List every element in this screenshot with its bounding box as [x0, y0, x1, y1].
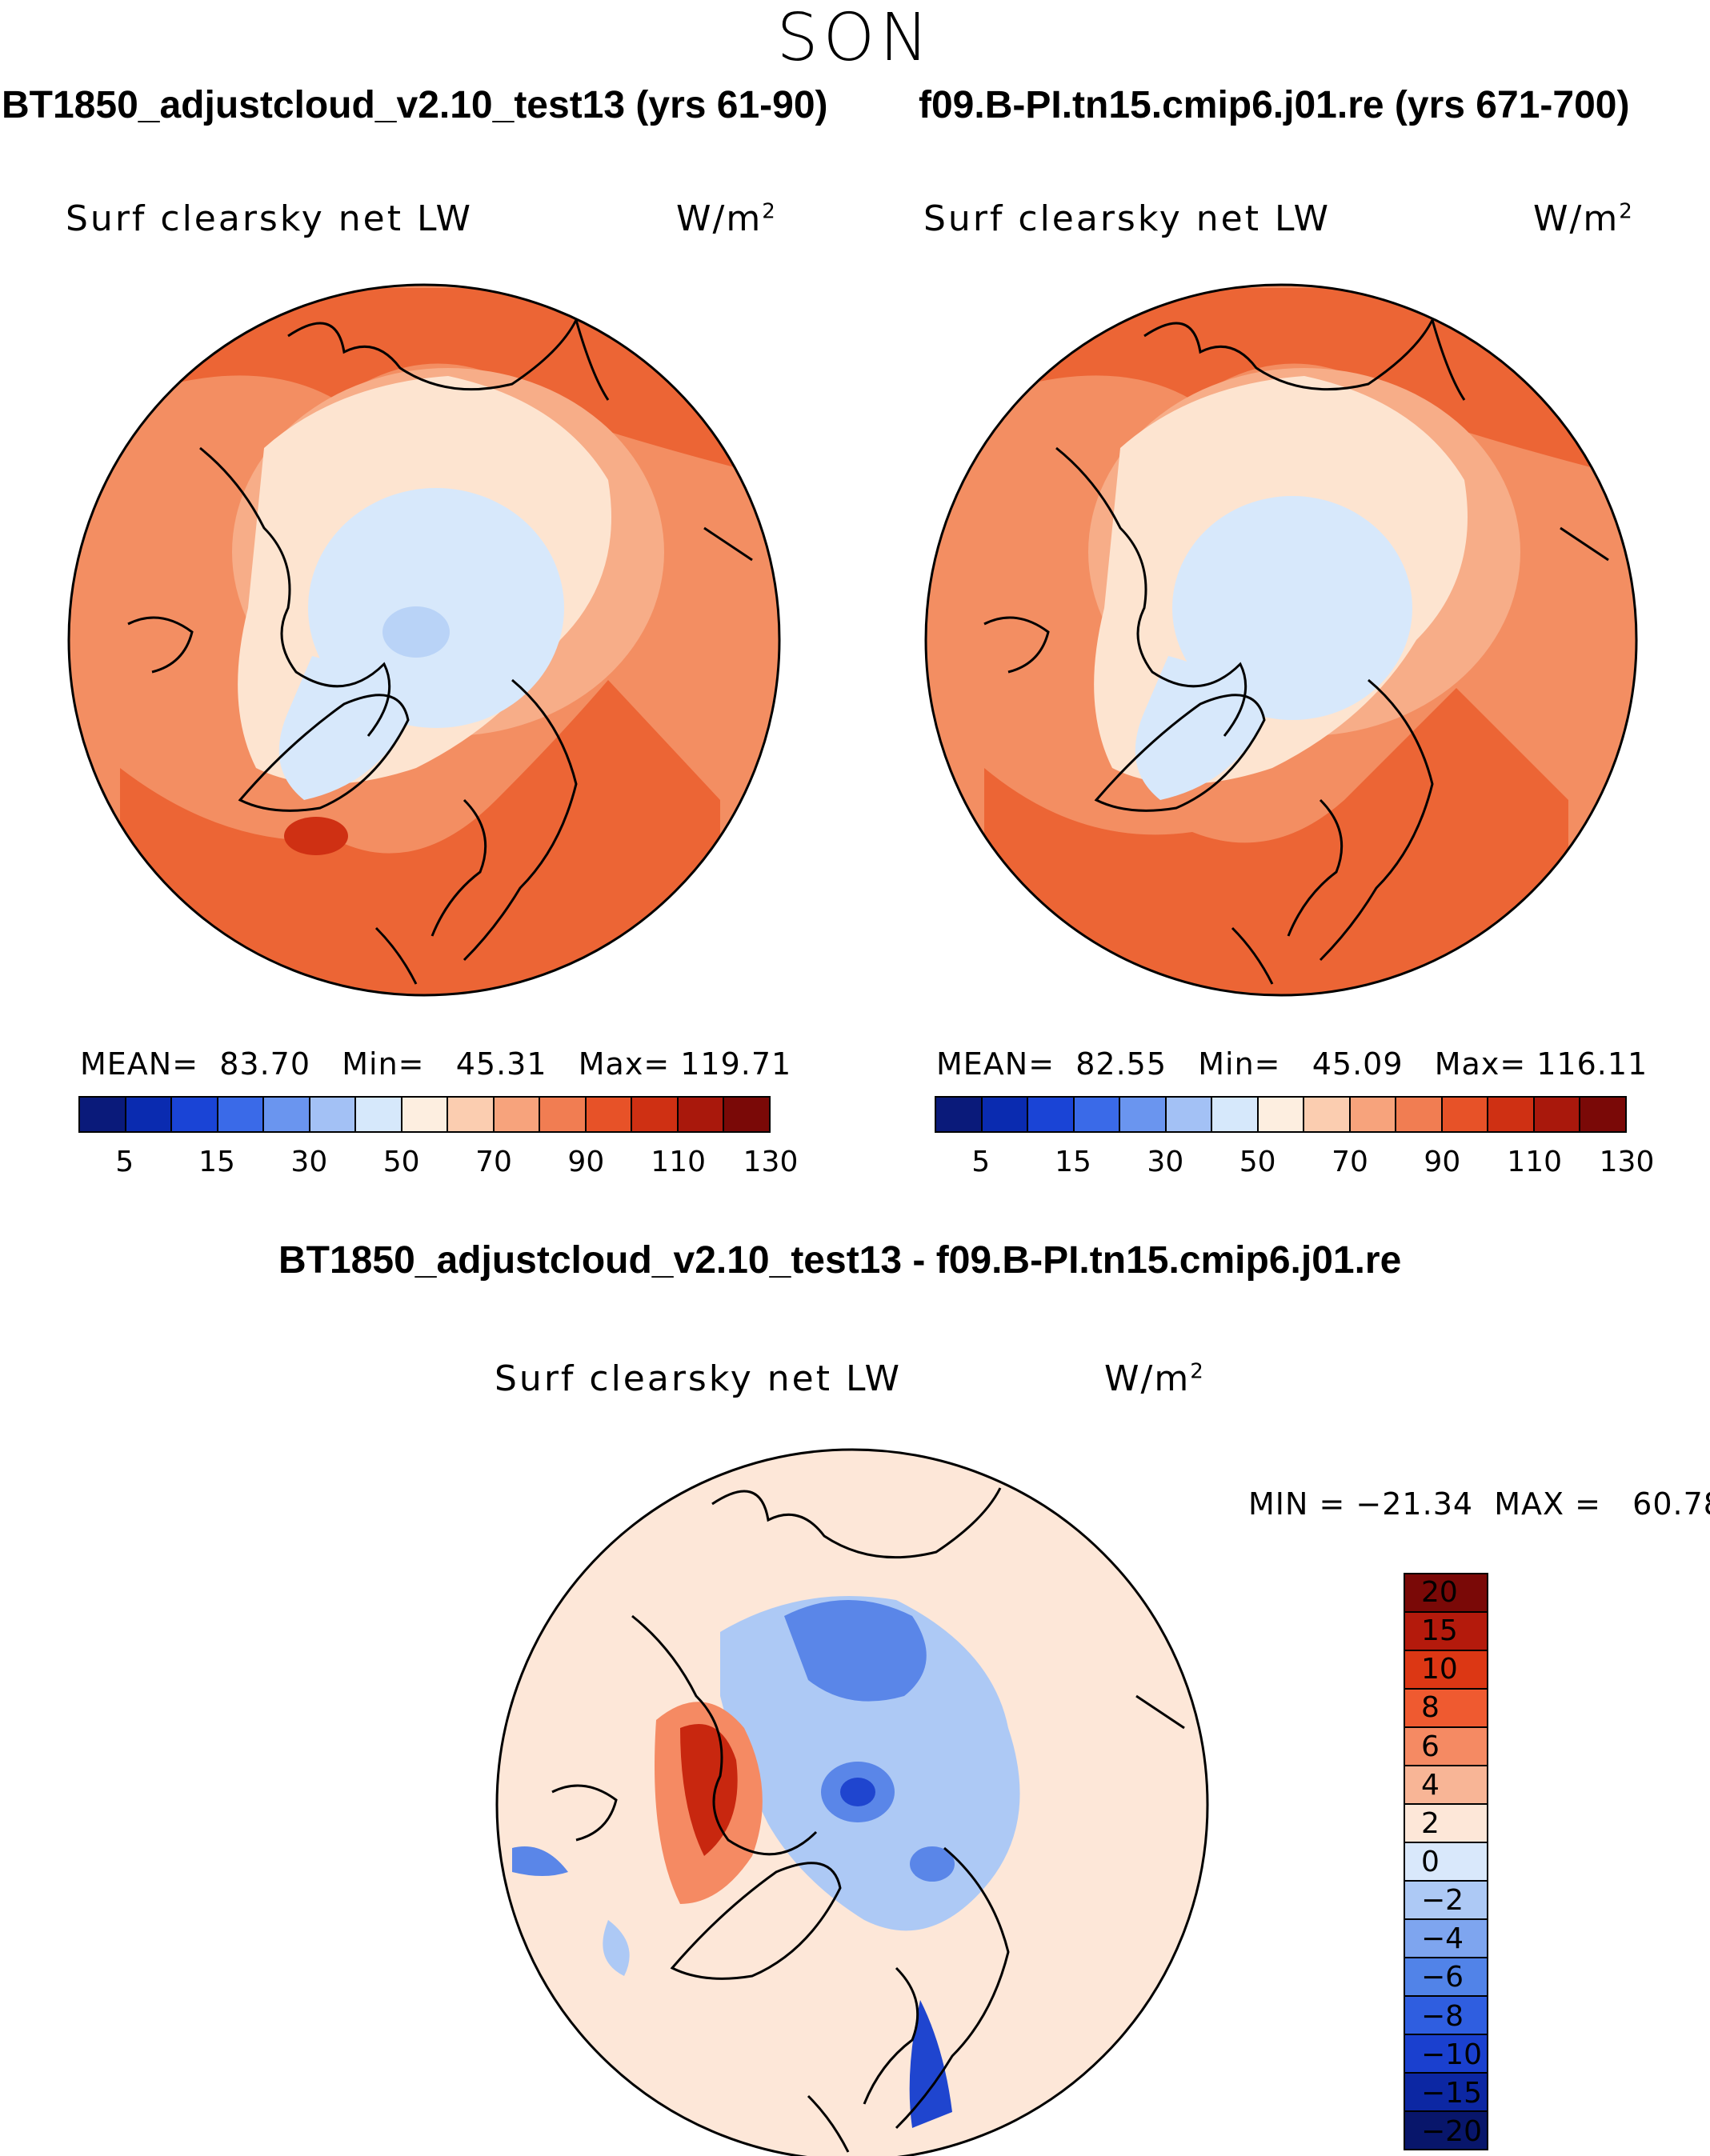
colorbar-tick-label: 130 — [1599, 1146, 1655, 1178]
right-colorbar — [935, 1096, 1627, 1133]
colorbar-swatch — [264, 1098, 310, 1131]
colorbar-swatch — [1405, 1805, 1487, 1843]
colorbar-swatch — [1405, 1613, 1487, 1651]
colorbar-swatch — [1350, 1098, 1397, 1131]
colorbar-swatch — [80, 1098, 126, 1131]
left-unit-label: W/m2 — [676, 198, 777, 239]
season-title: SON — [776, 0, 934, 76]
colorbar-swatch — [1405, 1766, 1487, 1805]
colorbar-tick-label: 5 — [971, 1146, 991, 1178]
colorbar-swatch — [402, 1098, 449, 1131]
colorbar-tick-label: 8 — [1421, 1691, 1440, 1725]
colorbar-swatch — [1442, 1098, 1489, 1131]
colorbar-tick-label: −10 — [1421, 2038, 1482, 2071]
colorbar-swatch — [1258, 1098, 1305, 1131]
colorbar-tick-label: 70 — [1332, 1146, 1368, 1178]
left-case-title: BT1850_adjustcloud_v2.10_test13 (yrs 61-… — [2, 84, 828, 126]
colorbar-swatch — [448, 1098, 495, 1131]
colorbar-tick-label: 15 — [1055, 1146, 1091, 1178]
colorbar-swatch — [1405, 1958, 1487, 1997]
colorbar-tick-label: −6 — [1421, 1961, 1464, 1994]
colorbar-swatch — [1074, 1098, 1121, 1131]
colorbar-tick-label: 5 — [115, 1146, 134, 1178]
colorbar-swatch — [1166, 1098, 1213, 1131]
colorbar-tick-label: 110 — [651, 1146, 707, 1178]
colorbar-tick-label: 50 — [1239, 1146, 1276, 1178]
colorbar-swatch — [494, 1098, 541, 1131]
diff-stats: MIN = −21.34 MAX = 60.78 — [1248, 1486, 1710, 1522]
colorbar-swatch — [1304, 1098, 1351, 1131]
colorbar-tick-label: 70 — [475, 1146, 512, 1178]
colorbar-tick-label: −8 — [1421, 1999, 1464, 2033]
diff-colorbar — [1404, 1573, 1488, 2150]
colorbar-swatch — [724, 1098, 769, 1131]
colorbar-tick-label: 4 — [1421, 1768, 1440, 1802]
colorbar-tick-label: −4 — [1421, 1922, 1464, 1956]
colorbar-tick-label: 90 — [567, 1146, 605, 1178]
right-variable-label: Surf clearsky net LW — [923, 198, 1331, 239]
colorbar-swatch — [1405, 1843, 1487, 1882]
colorbar-swatch — [356, 1098, 402, 1131]
colorbar-swatch — [678, 1098, 725, 1131]
left-stats: MEAN= 83.70 Min= 45.31 Max= 119.71 — [80, 1046, 792, 1082]
colorbar-tick-label: 20 — [1421, 1576, 1458, 1610]
colorbar-swatch — [540, 1098, 587, 1131]
colorbar-tick-label: −15 — [1421, 2076, 1482, 2110]
colorbar-tick-label: 50 — [382, 1146, 420, 1178]
colorbar-swatch — [1405, 1728, 1487, 1766]
left-polar-map — [69, 285, 779, 995]
colorbar-tick-label: 2 — [1421, 1806, 1440, 1840]
colorbar-swatch — [1028, 1098, 1075, 1131]
diff-variable-label: Surf clearsky net LW — [495, 1358, 902, 1399]
colorbar-swatch — [982, 1098, 1029, 1131]
colorbar-tick-label: 6 — [1421, 1730, 1440, 1763]
colorbar-tick-label: 130 — [743, 1146, 799, 1178]
diff-title: BT1850_adjustcloud_v2.10_test13 - f09.B-… — [278, 1239, 1402, 1282]
colorbar-tick-label: −20 — [1421, 2114, 1482, 2148]
colorbar-swatch — [586, 1098, 633, 1131]
colorbar-tick-label: 110 — [1507, 1146, 1563, 1178]
colorbar-swatch — [1405, 2074, 1487, 2112]
colorbar-tick-label: −2 — [1421, 1884, 1464, 1918]
colorbar-swatch — [1212, 1098, 1259, 1131]
colorbar-swatch — [1396, 1098, 1443, 1131]
colorbar-swatch — [310, 1098, 357, 1131]
diff-unit-label: W/m2 — [1104, 1358, 1205, 1399]
colorbar-tick-label: 30 — [1147, 1146, 1184, 1178]
right-unit-label: W/m2 — [1533, 198, 1634, 239]
colorbar-swatch — [1405, 1690, 1487, 1728]
colorbar-swatch — [936, 1098, 983, 1131]
colorbar-swatch — [172, 1098, 218, 1131]
colorbar-swatch — [1488, 1098, 1535, 1131]
left-variable-label: Surf clearsky net LW — [66, 198, 473, 239]
colorbar-swatch — [1120, 1098, 1167, 1131]
colorbar-swatch — [1405, 1997, 1487, 2035]
left-colorbar — [78, 1096, 771, 1133]
colorbar-tick-label: 0 — [1421, 1846, 1440, 1878]
colorbar-swatch — [1405, 1651, 1487, 1690]
colorbar-tick-label: 30 — [290, 1146, 328, 1178]
colorbar-swatch — [1580, 1098, 1625, 1131]
difference-polar-map — [497, 1450, 1207, 2156]
colorbar-swatch — [1405, 1920, 1487, 1958]
right-polar-map — [926, 285, 1636, 995]
colorbar-swatch — [1405, 1574, 1487, 1613]
colorbar-tick-label: 90 — [1424, 1146, 1461, 1178]
colorbar-tick-label: 10 — [1421, 1653, 1458, 1686]
right-case-title: f09.B-PI.tn15.cmip6.j01.re (yrs 671-700) — [919, 84, 1630, 126]
colorbar-swatch — [126, 1098, 173, 1131]
colorbar-swatch — [1534, 1098, 1581, 1131]
colorbar-swatch — [1405, 2112, 1487, 2149]
colorbar-tick-label: 15 — [1421, 1614, 1458, 1648]
colorbar-swatch — [1405, 1882, 1487, 1920]
colorbar-swatch — [218, 1098, 265, 1131]
colorbar-tick-label: 15 — [198, 1146, 235, 1178]
colorbar-swatch — [632, 1098, 679, 1131]
colorbar-swatch — [1405, 2035, 1487, 2074]
right-stats: MEAN= 82.55 Min= 45.09 Max= 116.11 — [936, 1046, 1648, 1082]
